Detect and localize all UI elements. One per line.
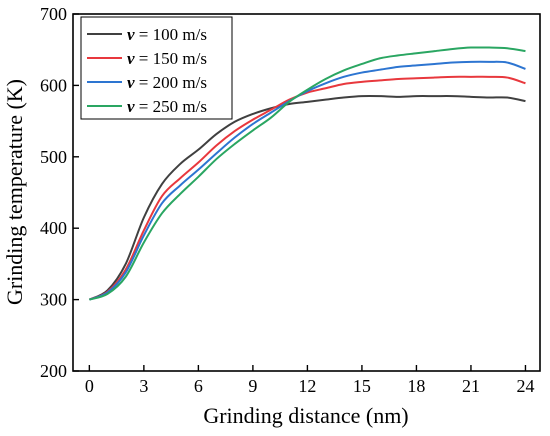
series-line-3	[88, 60, 526, 301]
y-tick-label: 700	[40, 4, 67, 24]
x-tick-label: 3	[139, 376, 148, 396]
x-tick-label: 24	[516, 376, 534, 396]
legend-symbol: v	[127, 49, 135, 68]
legend-label: v = 200 m/s	[127, 73, 207, 92]
legend-value: = 200 m/s	[135, 73, 207, 92]
legend-symbol: v	[127, 97, 135, 116]
series-line-4	[89, 46, 526, 301]
x-tick-label: 6	[194, 376, 203, 396]
y-axis-title: Grinding temperature (K)	[2, 79, 27, 305]
x-axis-title: Grinding distance (nm)	[203, 403, 408, 428]
series-line-2	[88, 75, 526, 301]
y-tick-label: 300	[40, 290, 67, 310]
legend-value: = 100 m/s	[135, 25, 207, 44]
x-tick-label: 0	[85, 376, 94, 396]
y-tick-label: 500	[40, 147, 67, 167]
y-tick-label: 200	[40, 361, 67, 381]
legend-value: = 250 m/s	[135, 97, 207, 116]
x-tick-label: 21	[462, 376, 480, 396]
y-tick-label: 400	[40, 218, 67, 238]
legend-label: v = 250 m/s	[127, 97, 207, 116]
legend-label: v = 150 m/s	[127, 49, 207, 68]
x-tick-label: 9	[248, 376, 257, 396]
series-line-1	[88, 94, 526, 301]
plot-frame	[72, 13, 541, 372]
x-tick-label: 15	[353, 376, 371, 396]
ticks-layer: 0 3 6 9 12 15 18 21 24 200 300 400 500 600 700	[40, 4, 534, 396]
legend-label: v = 100 m/s	[127, 25, 207, 44]
legend-value: = 150 m/s	[135, 49, 207, 68]
y-tick-label: 600	[40, 75, 67, 95]
x-tick-label: 12	[298, 376, 316, 396]
legend: v = 100 m/sv = 150 m/sv = 200 m/sv = 250…	[80, 16, 233, 120]
legend-symbol: v	[127, 73, 135, 92]
legend-symbol: v	[127, 25, 135, 44]
series-layer	[88, 46, 526, 301]
x-tick-label: 18	[407, 376, 425, 396]
